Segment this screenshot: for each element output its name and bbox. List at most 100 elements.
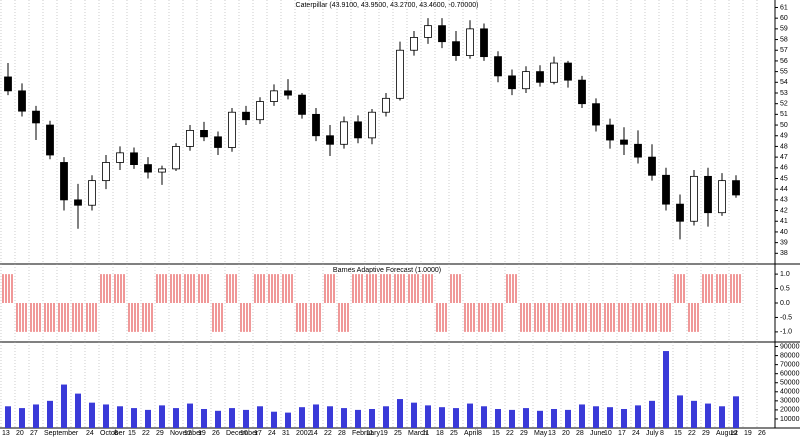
candle-body xyxy=(88,180,96,206)
x-tick-label: 31 xyxy=(282,430,290,437)
x-tick-label: December xyxy=(226,430,259,437)
volume-bar xyxy=(285,412,291,428)
candle-body xyxy=(172,146,180,170)
volume-bar xyxy=(369,408,375,428)
y-tick-label: 49 xyxy=(780,133,788,140)
candle-body xyxy=(592,103,600,126)
candle-body xyxy=(186,129,194,147)
x-tick-label: 26 xyxy=(758,430,766,437)
x-tick-label: 15 xyxy=(674,430,682,437)
volume-bar xyxy=(551,408,557,428)
volume-bar xyxy=(75,393,81,428)
y-tick-label: 56 xyxy=(780,58,788,65)
y-tick-label: 58 xyxy=(780,36,788,43)
candle-body xyxy=(522,71,530,90)
volume-bar xyxy=(663,351,669,428)
x-tick-label: 15 xyxy=(128,430,136,437)
volume-bar xyxy=(425,405,431,428)
y-tick-label: 0.5 xyxy=(780,285,790,292)
y-tick-label: 44 xyxy=(780,186,788,193)
x-tick-label: 24 xyxy=(268,430,276,437)
volume-bar xyxy=(243,409,249,428)
candle-body xyxy=(144,164,152,173)
y-tick-label: 50 xyxy=(780,122,788,129)
volume-bar xyxy=(579,404,585,428)
y-tick-label: -1.0 xyxy=(780,329,792,336)
x-tick-label: 13 xyxy=(548,430,556,437)
candle-body xyxy=(340,121,348,145)
candle-body xyxy=(284,90,292,96)
x-tick-label: March xyxy=(408,430,428,437)
volume-bar xyxy=(467,403,473,428)
candle-body xyxy=(606,124,614,141)
candle-body xyxy=(116,152,124,163)
x-tick-label: 8 xyxy=(114,430,118,437)
volume-bar xyxy=(33,404,39,428)
y-tick-label: 60 xyxy=(780,15,788,22)
volume-bar xyxy=(173,408,179,428)
x-tick-label: 18 xyxy=(436,430,444,437)
x-tick-label: 22 xyxy=(142,430,150,437)
y-tick-label: 41 xyxy=(780,218,788,225)
x-tick-label: 14 xyxy=(310,430,318,437)
candle-body xyxy=(298,94,306,115)
candle-body xyxy=(270,90,278,102)
volume-bar xyxy=(355,409,361,428)
volume-bar xyxy=(271,411,277,428)
x-tick-label: 22 xyxy=(506,430,514,437)
volume-bar xyxy=(131,408,137,428)
y-tick-label: 90000 xyxy=(780,343,800,350)
candle-body xyxy=(326,135,334,145)
candle-body xyxy=(718,180,726,214)
candle-body xyxy=(620,139,628,145)
candle-body xyxy=(704,175,712,214)
y-tick-label: 53 xyxy=(780,90,788,97)
chart-title: Caterpillar (43.9100, 43.9500, 43.2700, … xyxy=(296,2,479,9)
y-tick-label: 70000 xyxy=(780,361,800,368)
volume-bar xyxy=(159,405,165,428)
x-tick-label: July xyxy=(646,430,659,437)
x-tick-label: 29 xyxy=(156,430,164,437)
volume-bar xyxy=(145,409,151,428)
candle-body xyxy=(410,37,418,51)
x-tick-label: 25 xyxy=(450,430,458,437)
y-tick-label: 57 xyxy=(780,47,788,54)
x-tick-label: 27 xyxy=(30,430,38,437)
x-tick-label: 12 xyxy=(184,430,192,437)
volume-bar xyxy=(103,404,109,428)
volume-bar xyxy=(47,400,53,428)
candle-body xyxy=(256,101,264,121)
x-tick-label: 10 xyxy=(604,430,612,437)
x-tick-label: September xyxy=(44,430,79,437)
volume-bar xyxy=(691,400,697,428)
y-tick-label: 1.0 xyxy=(780,271,790,278)
x-tick-label: 20 xyxy=(562,430,570,437)
x-tick-label: February xyxy=(352,430,381,437)
candle-body xyxy=(508,75,516,90)
x-tick-label: 2002 xyxy=(296,430,312,437)
x-tick-label: 12 xyxy=(730,430,738,437)
y-tick-label: 48 xyxy=(780,143,788,150)
candle-body xyxy=(564,62,572,81)
volume-bar xyxy=(411,402,417,428)
volume-bar xyxy=(565,409,571,428)
volume-bar xyxy=(439,407,445,428)
candle-body xyxy=(438,25,446,43)
x-tick-label: 22 xyxy=(688,430,696,437)
y-tick-label: -0.5 xyxy=(780,314,792,321)
x-tick-label: 19 xyxy=(380,430,388,437)
y-tick-label: 55 xyxy=(780,68,788,75)
candle-body xyxy=(214,136,222,148)
volume-bar xyxy=(607,407,613,428)
candle-body xyxy=(466,28,474,56)
x-tick-label: 22 xyxy=(324,430,332,437)
x-tick-label: November xyxy=(170,430,203,437)
candle-body xyxy=(18,90,26,112)
volume-bar xyxy=(481,406,487,428)
candle-body xyxy=(550,62,558,83)
candle-body xyxy=(452,41,460,56)
volume-bar xyxy=(649,400,655,428)
volume-bar xyxy=(187,403,193,428)
volume-bar xyxy=(719,406,725,428)
